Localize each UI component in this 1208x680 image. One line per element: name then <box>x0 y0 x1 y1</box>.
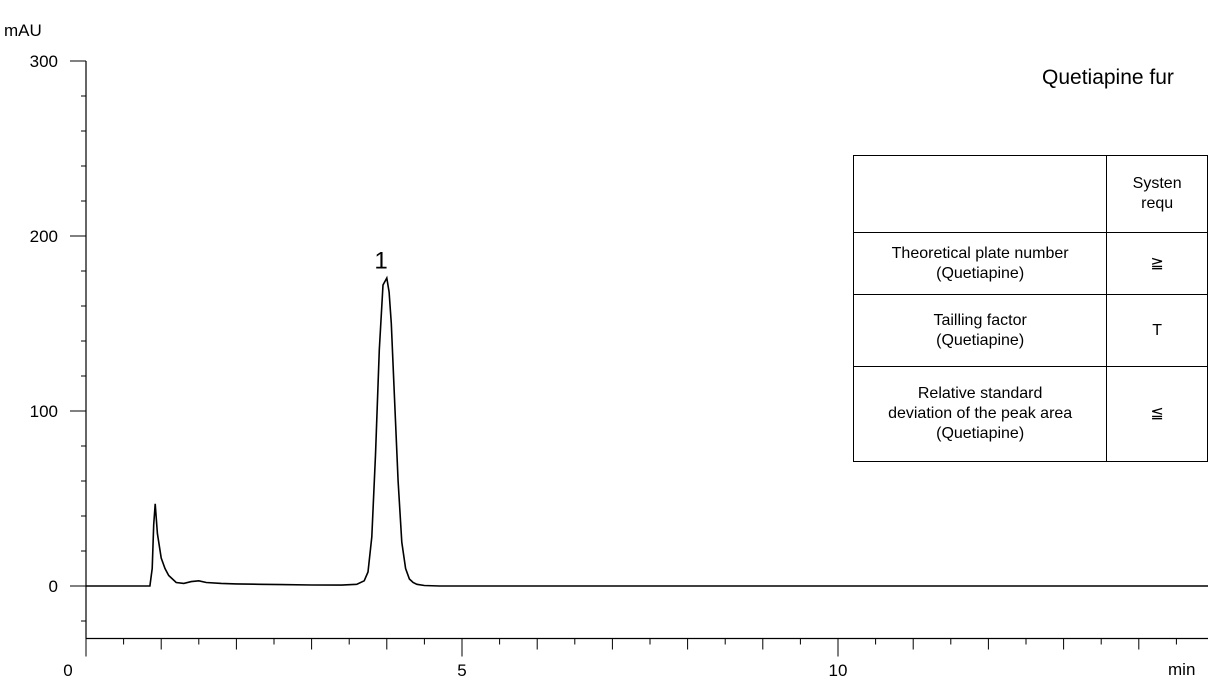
system-suitability-table: Systen requ Theoretical plate number (Quet… <box>852 155 1208 462</box>
table-row: Relative standard deviation of the peak a… <box>852 366 1208 462</box>
y-tick-label: 300 <box>30 52 58 71</box>
peak-annotations: 1 <box>374 248 387 275</box>
y-tick-label: 200 <box>30 227 58 246</box>
peak-label: 1 <box>374 248 387 275</box>
table-header-text: Systen requ <box>1132 175 1182 212</box>
chromatogram-trace <box>86 275 1208 587</box>
table-row: Tailling factor (Quetiapine) T <box>852 294 1208 367</box>
y-tick-label: 100 <box>30 402 58 421</box>
x-tick-label: 0 <box>63 661 72 680</box>
table-cell-value: T <box>1106 294 1208 367</box>
table-cell-label: Relative standard deviation of the peak a… <box>852 366 1108 462</box>
table-cell-label: Tailling factor (Quetiapine) <box>852 294 1108 367</box>
tick-labels: 0 100 200 300 0 5 10 <box>30 52 848 680</box>
axes <box>85 61 1208 640</box>
chart-title: Quetiapine fur <box>1042 66 1174 89</box>
x-tick-label: 5 <box>457 661 466 680</box>
table-cell-label: Theoretical plate number (Quetiapine) <box>852 232 1108 295</box>
table-cell-value: ≧ <box>1106 232 1208 295</box>
x-tick-label: 10 <box>829 661 848 680</box>
table-cell-value: ≦ <box>1106 366 1208 462</box>
table-header-row: Systen requ <box>852 155 1208 233</box>
ticks <box>70 60 1177 657</box>
x-axis-unit: min <box>1168 660 1195 679</box>
table-header-cell: Systen requ <box>1106 155 1208 233</box>
table-row: Theoretical plate number (Quetiapine) ≧ <box>852 232 1208 295</box>
table-header-cell <box>852 155 1108 233</box>
y-tick-label: 0 <box>49 577 58 596</box>
y-axis-unit: mAU <box>4 21 42 40</box>
